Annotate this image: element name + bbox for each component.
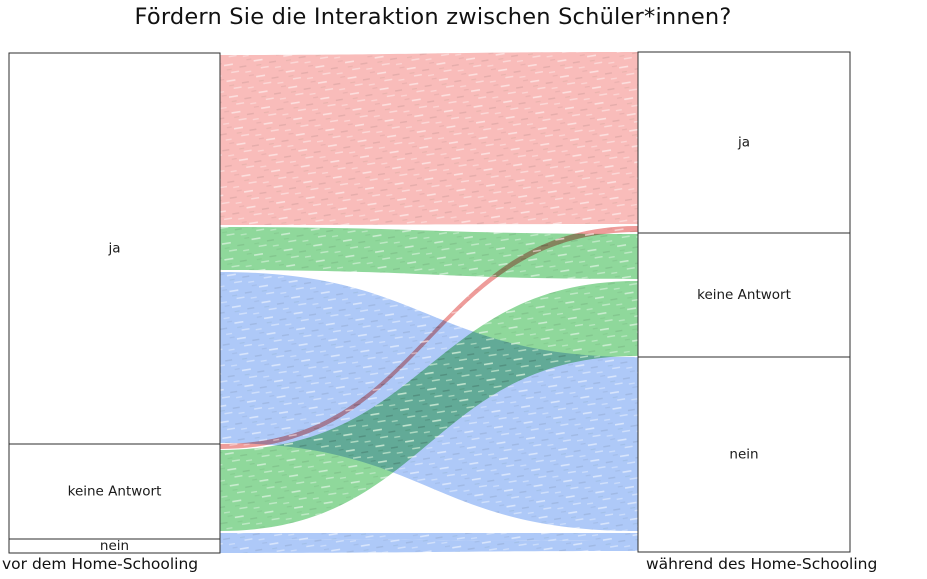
node-left-ja bbox=[8, 52, 221, 445]
nodes-group bbox=[8, 51, 851, 554]
axis-label-during: während des Home-Schooling bbox=[646, 555, 878, 573]
node-right-ja bbox=[637, 51, 851, 234]
node-label-right-nein: nein bbox=[729, 447, 758, 463]
flow-nein-to-nein bbox=[220, 539, 638, 553]
node-label-left-keine-antwort: keine Antwort bbox=[68, 484, 162, 500]
node-labels-group: ja keine Antwort nein ja keine Antwort nein bbox=[68, 135, 791, 555]
flow-ja-to-ja bbox=[220, 52, 638, 225]
node-label-left-nein: nein bbox=[100, 538, 129, 554]
flows-group bbox=[220, 52, 638, 553]
node-label-left-ja: ja bbox=[107, 241, 120, 257]
node-label-right-ja: ja bbox=[737, 135, 750, 151]
node-right-nein bbox=[637, 356, 851, 553]
node-label-right-keine-antwort: keine Antwort bbox=[697, 287, 791, 303]
chart-title: Fördern Sie die Interaktion zwischen Sch… bbox=[134, 4, 732, 30]
node-left-nein bbox=[8, 538, 221, 554]
axis-label-before: vor dem Home-Schooling bbox=[2, 555, 199, 573]
